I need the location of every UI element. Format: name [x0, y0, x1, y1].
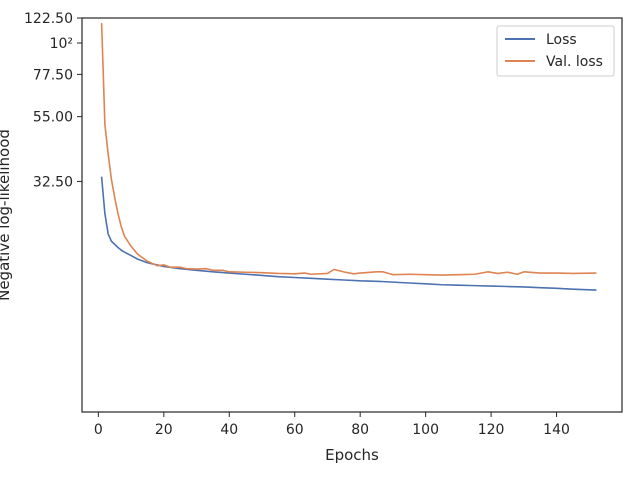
y-axis-label: Negative log-likelihood: [0, 129, 13, 301]
y-tick-label: 10²: [50, 36, 73, 52]
y-tick-label: 32.50: [33, 174, 73, 190]
x-axis-label: Epochs: [325, 446, 379, 464]
legend-label-loss: Loss: [546, 32, 577, 48]
y-tick-label: 77.50: [33, 67, 73, 83]
y-tick-label: 122.50: [24, 11, 73, 27]
x-tick-label: 60: [286, 422, 304, 438]
x-tick-label: 20: [155, 422, 173, 438]
x-tick-label: 120: [478, 422, 505, 438]
series-line-loss: [100, 176, 597, 291]
x-tick-label: 40: [220, 422, 238, 438]
axes-layer: [81, 17, 623, 413]
x-tick-label: 80: [351, 422, 369, 438]
x-tick-label: 0: [94, 422, 103, 438]
legend-label-val-loss: Val. loss: [546, 54, 603, 70]
x-tick-label: 140: [543, 422, 570, 438]
plot-layer: [100, 22, 597, 291]
ticks-layer: 0 20 40 60 80 100 120 140 32.50 55.00 77.50 10² 122.…: [24, 11, 570, 438]
x-tick-label: 100: [412, 422, 439, 438]
y-tick-label: 55.00: [33, 110, 73, 126]
series-line-val-loss: [100, 22, 597, 276]
legend: Loss Val. loss: [496, 25, 615, 77]
plot-frame: [81, 17, 623, 413]
